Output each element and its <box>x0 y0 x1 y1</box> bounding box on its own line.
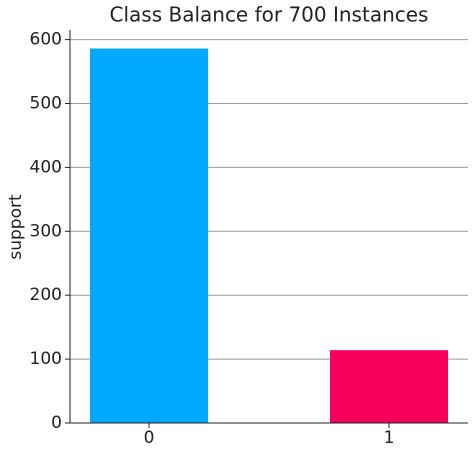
bar <box>330 350 448 423</box>
y-tick-label: 200 <box>30 285 62 305</box>
chart-title: Class Balance for 700 Instances <box>110 3 429 27</box>
y-tick-label: 500 <box>30 93 62 113</box>
y-tick-label: 400 <box>30 157 62 177</box>
y-tick-label: 600 <box>30 30 62 50</box>
bar <box>90 48 208 423</box>
y-tick-label: 300 <box>30 221 62 241</box>
x-tick-label: 1 <box>384 428 395 448</box>
y-tick-label: 100 <box>30 349 62 369</box>
y-axis-label: support <box>6 194 26 260</box>
x-tick-label: 0 <box>144 428 155 448</box>
y-tick-label: 0 <box>51 413 62 433</box>
